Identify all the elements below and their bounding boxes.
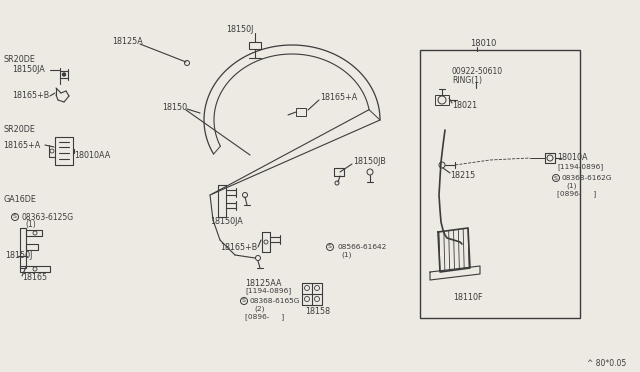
- Text: 18165+A: 18165+A: [320, 93, 357, 103]
- Text: [0896-     ]: [0896- ]: [245, 314, 284, 320]
- Text: 18158: 18158: [305, 308, 330, 317]
- Circle shape: [63, 73, 65, 76]
- Text: (1): (1): [341, 252, 351, 258]
- Text: [1194-0896]: [1194-0896]: [245, 288, 291, 294]
- Text: [1194-0896]: [1194-0896]: [557, 164, 604, 170]
- Text: 18150JB: 18150JB: [353, 157, 386, 167]
- Text: 18110F: 18110F: [453, 294, 483, 302]
- Text: 18125A: 18125A: [112, 38, 143, 46]
- Text: 08368-6162G: 08368-6162G: [562, 175, 612, 181]
- Text: SR20DE: SR20DE: [3, 125, 35, 135]
- Text: 08363-6125G: 08363-6125G: [21, 212, 73, 221]
- Text: 18150JA: 18150JA: [12, 65, 45, 74]
- Text: 00922-50610: 00922-50610: [452, 67, 503, 77]
- Text: S: S: [242, 298, 246, 304]
- Text: 18010AA: 18010AA: [74, 151, 110, 160]
- Text: SR20DE: SR20DE: [3, 55, 35, 64]
- Text: 18150: 18150: [162, 103, 187, 112]
- Text: (2): (2): [254, 306, 264, 312]
- Text: S: S: [554, 176, 558, 180]
- Bar: [249, 42, 261, 49]
- Text: 18010A: 18010A: [557, 154, 588, 163]
- Text: [0896-     ]: [0896- ]: [557, 190, 596, 198]
- Bar: [296, 108, 306, 116]
- Bar: [435, 95, 449, 105]
- Text: 18021: 18021: [452, 100, 477, 109]
- Text: 18150JA: 18150JA: [210, 218, 243, 227]
- Text: GA16DE: GA16DE: [3, 196, 36, 205]
- Text: ^ 80*0.05: ^ 80*0.05: [587, 359, 626, 369]
- Text: (1): (1): [25, 219, 36, 228]
- Text: 18165+A: 18165+A: [3, 141, 40, 150]
- Text: 18125AA: 18125AA: [245, 279, 282, 288]
- Text: S: S: [328, 244, 332, 250]
- Text: 18165+B: 18165+B: [220, 244, 257, 253]
- Text: 18150J: 18150J: [226, 26, 253, 35]
- Text: 08566-61642: 08566-61642: [337, 244, 387, 250]
- Text: 18150J: 18150J: [5, 251, 33, 260]
- Text: 18010: 18010: [470, 39, 497, 48]
- Text: (1): (1): [566, 183, 577, 189]
- Bar: [420, 50, 580, 318]
- Text: RING(1): RING(1): [452, 76, 482, 84]
- Text: 18215: 18215: [450, 170, 476, 180]
- Text: 08368-6165G: 08368-6165G: [250, 298, 300, 304]
- Text: 18165: 18165: [22, 273, 47, 282]
- Text: S: S: [13, 215, 17, 219]
- Text: 18165+B: 18165+B: [12, 92, 49, 100]
